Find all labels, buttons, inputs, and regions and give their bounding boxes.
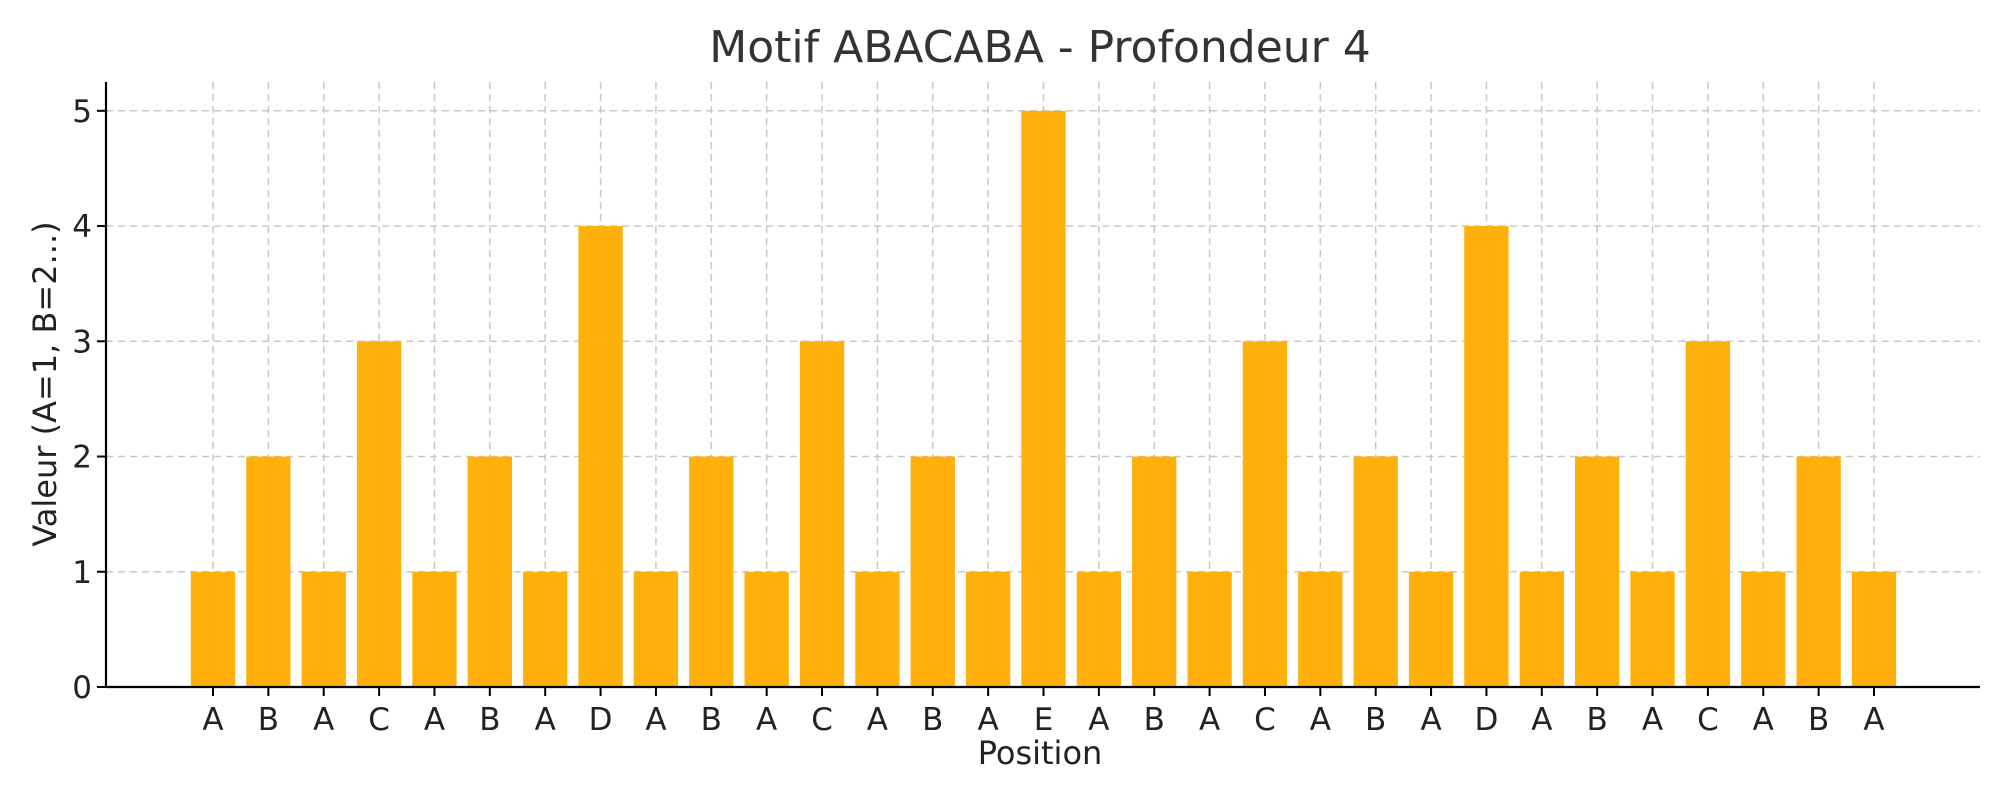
x-tick-label: A bbox=[645, 702, 666, 738]
x-tick-label: A bbox=[313, 702, 334, 738]
bar bbox=[1741, 571, 1786, 687]
x-tick-label: A bbox=[756, 702, 777, 738]
x-tick-label: B bbox=[1365, 702, 1386, 738]
bar bbox=[578, 226, 623, 688]
bar bbox=[1021, 110, 1066, 688]
bar bbox=[190, 571, 236, 687]
bar bbox=[246, 456, 291, 687]
bar bbox=[1851, 571, 1897, 687]
y-tick-label: 5 bbox=[72, 94, 92, 130]
x-tick-label: A bbox=[1531, 702, 1552, 738]
bar bbox=[910, 456, 955, 687]
bar bbox=[356, 341, 402, 687]
bar bbox=[1132, 456, 1177, 687]
x-tick-label: B bbox=[1144, 702, 1165, 738]
x-tick-label: A bbox=[1199, 702, 1220, 738]
x-tick-label: B bbox=[922, 702, 943, 738]
bar bbox=[1242, 341, 1288, 687]
x-tick-label: A bbox=[535, 702, 556, 738]
x-tick-label: C bbox=[368, 702, 390, 738]
y-axis-label: Valeur (A=1, B=2...) bbox=[26, 221, 64, 546]
x-tick-label: D bbox=[589, 702, 613, 738]
x-tick-label: A bbox=[1863, 702, 1884, 738]
y-tick-label: 3 bbox=[72, 324, 92, 360]
x-tick-label: A bbox=[867, 702, 888, 738]
x-tick-label: A bbox=[202, 702, 223, 738]
bar bbox=[1575, 456, 1620, 687]
bar bbox=[1353, 456, 1398, 687]
x-tick-label: A bbox=[1753, 702, 1774, 738]
x-tick-label: A bbox=[1642, 702, 1663, 738]
bar bbox=[301, 571, 346, 687]
x-tick-label: D bbox=[1474, 702, 1498, 738]
x-tick-label: B bbox=[701, 702, 722, 738]
chart-title: Motif ABACABA - Profondeur 4 bbox=[709, 22, 1370, 73]
y-tick-label: 1 bbox=[72, 555, 92, 591]
x-tick-label: B bbox=[258, 702, 279, 738]
bar bbox=[855, 571, 900, 687]
x-axis-label: Position bbox=[978, 734, 1103, 772]
x-tick-label: B bbox=[1587, 702, 1608, 738]
bar bbox=[1187, 571, 1232, 687]
bar bbox=[1630, 571, 1675, 687]
bars bbox=[190, 110, 1897, 688]
x-tick-label: A bbox=[424, 702, 445, 738]
x-tick-label: A bbox=[1310, 702, 1331, 738]
x-tick-label: C bbox=[1254, 702, 1276, 738]
bar bbox=[633, 571, 679, 687]
bar bbox=[689, 456, 734, 687]
y-tick-labels: 0 1 2 3 4 5 bbox=[72, 94, 106, 706]
bar bbox=[1076, 571, 1122, 687]
bar bbox=[1519, 571, 1564, 687]
x-tick-label: A bbox=[978, 702, 999, 738]
bar bbox=[799, 341, 845, 687]
bar bbox=[1796, 456, 1841, 687]
y-tick-label: 2 bbox=[72, 440, 92, 476]
bar bbox=[523, 571, 568, 687]
y-tick-label: 0 bbox=[72, 670, 92, 706]
x-tick-label: A bbox=[1420, 702, 1441, 738]
x-tick-label: A bbox=[1088, 702, 1109, 738]
bar bbox=[467, 456, 512, 687]
bar bbox=[412, 571, 457, 687]
bar bbox=[1298, 571, 1343, 687]
bar bbox=[965, 571, 1011, 687]
x-tick-label: C bbox=[811, 702, 833, 738]
bar bbox=[1408, 571, 1454, 687]
y-tick-label: 4 bbox=[72, 209, 92, 245]
x-tick-label: B bbox=[1808, 702, 1829, 738]
bar bbox=[744, 571, 789, 687]
x-tick-label: C bbox=[1697, 702, 1719, 738]
x-tick-label: E bbox=[1034, 702, 1054, 738]
bar bbox=[1464, 226, 1509, 688]
x-tick-label: B bbox=[479, 702, 500, 738]
bar bbox=[1685, 341, 1731, 687]
